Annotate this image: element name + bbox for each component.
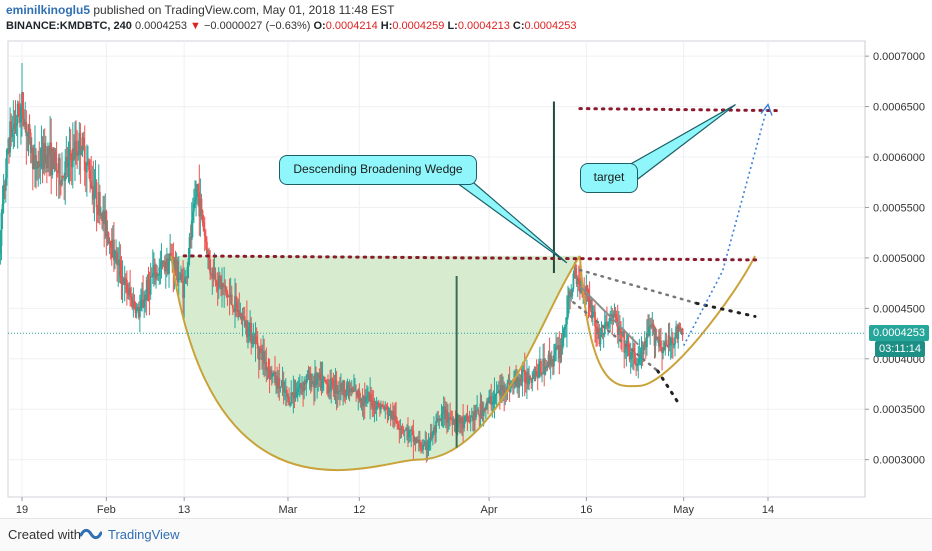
y-tick-label: 0.0007000 <box>873 51 925 63</box>
footer: Created with TradingView <box>0 518 932 551</box>
x-tick-label: Feb <box>97 504 116 516</box>
y-tick-label: 0.0004500 <box>873 303 925 315</box>
y-tick-label: 0.0003000 <box>873 455 925 467</box>
target-callout: target <box>580 163 638 193</box>
y-tick-label: 0.0006000 <box>873 152 925 164</box>
countdown-tag: 03:11:14 <box>875 341 925 357</box>
x-tick-label: 16 <box>580 504 592 516</box>
y-tick-label: 0.0005000 <box>873 253 925 265</box>
created-with-label: Created with <box>8 527 81 542</box>
wedge-callout: Descending Broadening Wedge <box>279 155 477 185</box>
x-tick-label: Mar <box>278 504 297 516</box>
x-tick-label: 12 <box>353 504 365 516</box>
x-tick-label: May <box>673 504 694 516</box>
y-tick-label: 0.0005500 <box>873 202 925 214</box>
tradingview-brand[interactable]: TradingView <box>108 527 180 542</box>
y-tick-label: 0.0006500 <box>873 102 925 114</box>
current-price-tag: 0.0004253 <box>869 325 929 341</box>
y-axis: 0.00030000.00035000.00040000.00045000.00… <box>865 41 925 497</box>
y-tick-label: 0.0003500 <box>873 404 925 416</box>
price-chart[interactable]: 19 Feb 13 Mar 12 Apr 16 May 14 0.0003000 0.000350… <box>0 0 932 518</box>
x-tick-label: Apr <box>480 504 497 516</box>
x-tick-label: 13 <box>178 504 190 516</box>
x-tick-label: 14 <box>762 504 774 516</box>
x-axis: 19 Feb 13 Mar 12 Apr 16 May 14 <box>16 497 774 516</box>
x-tick-label: 19 <box>16 504 28 516</box>
tradingview-logo-icon[interactable] <box>80 527 102 541</box>
